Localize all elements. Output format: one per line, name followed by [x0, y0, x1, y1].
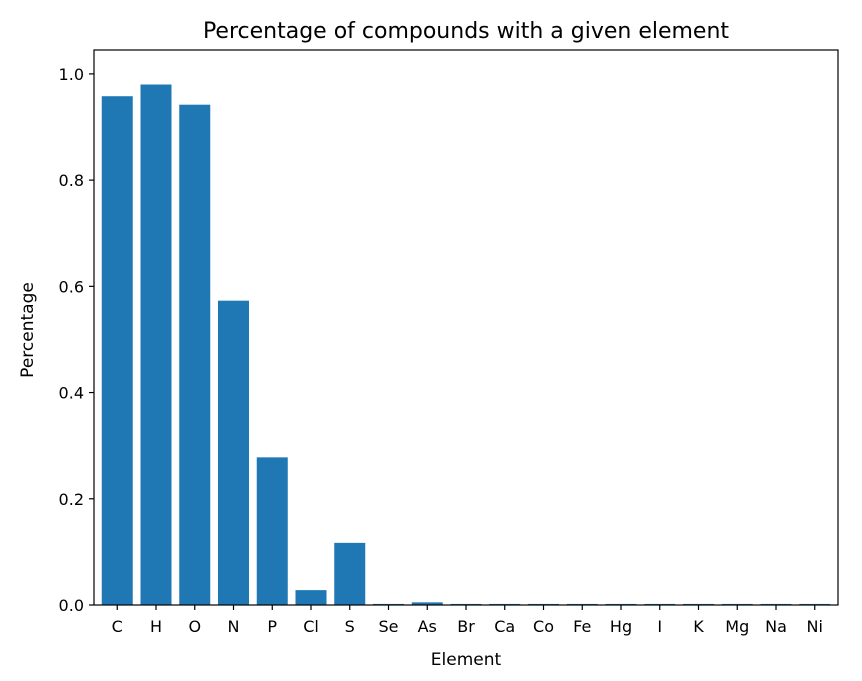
y-axis-label: Percentage — [18, 282, 38, 378]
bar-n — [218, 300, 249, 605]
bar-c — [101, 96, 133, 606]
chart-title: Percentage of compounds with a given ele… — [203, 19, 729, 44]
y-tick-label: 0.4 — [59, 384, 84, 403]
y-tick-label: 0.2 — [59, 490, 84, 509]
x-tick-label: I — [657, 617, 662, 636]
x-tick-label: Na — [765, 617, 787, 636]
x-tick-label: K — [693, 617, 704, 636]
x-tick-label: H — [150, 617, 162, 636]
x-tick-label: Ca — [494, 617, 515, 636]
x-tick-label: Fe — [573, 617, 591, 636]
y-axis-ticks: 0.0 0.2 0.4 0.6 0.8 1.0 — [59, 65, 94, 615]
x-tick-label: Ni — [807, 617, 823, 636]
bar-s — [334, 542, 366, 605]
x-tick-label: S — [345, 617, 355, 636]
x-tick-label: As — [418, 617, 437, 636]
x-tick-label: Se — [379, 617, 399, 636]
y-tick-label: 1.0 — [59, 65, 84, 84]
bar-o — [179, 104, 211, 605]
x-tick-label: Cl — [303, 617, 319, 636]
y-tick-label: 0.0 — [59, 596, 84, 615]
bar-p — [256, 457, 288, 605]
y-tick-label: 0.6 — [59, 277, 84, 296]
y-tick-label: 0.8 — [59, 171, 84, 190]
bar-h — [140, 84, 172, 605]
bars-group — [101, 84, 831, 606]
x-axis-label: Element — [431, 650, 502, 670]
x-tick-label: Br — [457, 617, 475, 636]
bar-as — [411, 602, 443, 605]
x-tick-label: Hg — [610, 617, 632, 636]
plot-area-frame — [93, 49, 839, 606]
x-tick-label: C — [112, 617, 123, 636]
bar-cl — [295, 590, 327, 605]
x-axis-ticks: C H O N P Cl S Se As Br Ca Co Fe Hg I K Mg Na Ni — [112, 605, 823, 636]
x-tick-label: Co — [533, 617, 554, 636]
x-tick-label: N — [228, 617, 240, 636]
x-tick-label: P — [267, 617, 277, 636]
x-tick-label: O — [188, 617, 201, 636]
x-tick-label: Mg — [725, 617, 749, 636]
